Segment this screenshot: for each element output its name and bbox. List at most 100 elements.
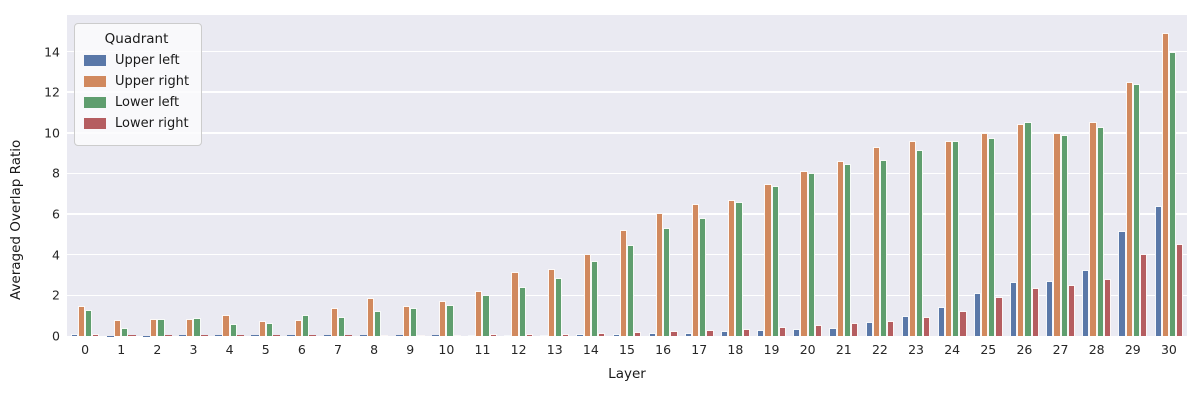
bar-upper-left-layer-6: [287, 335, 295, 336]
bar-upper-left-layer-4: [215, 335, 223, 336]
legend-entry-lower-left: Lower left: [84, 95, 189, 110]
legend-entry-upper-right: Upper right: [84, 74, 189, 89]
bar-upper-right-layer-19: [764, 183, 772, 336]
bar-lower-left-layer-21: [843, 164, 851, 336]
bar-upper-right-layer-13: [547, 268, 555, 336]
bar-upper-right-layer-29: [1125, 82, 1133, 336]
bar-lower-right-layer-10: [453, 334, 461, 336]
bar-lower-right-layer-15: [634, 331, 642, 336]
bar-upper-right-layer-0: [77, 305, 86, 336]
bar-lower-right-layer-4: [236, 335, 244, 336]
bar-lower-left-layer-24: [952, 140, 960, 336]
bar-lower-left-layer-25: [988, 137, 996, 336]
bar-lower-left-layer-14: [590, 260, 599, 336]
bar-group-layer-7: [320, 15, 356, 336]
bar-group-layer-13: [537, 15, 573, 336]
bar-lower-left-layer-20: [807, 173, 815, 336]
bar-lower-right-layer-19: [778, 326, 786, 336]
bar-lower-right-layer-1: [128, 335, 136, 336]
bar-lower-right-layer-26: [1031, 288, 1039, 336]
plot-area: Quadrant Upper left Upper right Lower le…: [67, 15, 1187, 336]
bar-upper-left-layer-16: [648, 333, 656, 336]
bar-upper-right-layer-23: [908, 140, 917, 336]
x-tick-label-21: 21: [835, 342, 852, 357]
bar-upper-left-layer-8: [359, 335, 367, 336]
bar-group-layer-1: [103, 15, 139, 336]
bar-lower-right-layer-28: [1103, 279, 1112, 336]
bar-lower-left-layer-3: [193, 317, 201, 336]
bar-group-layer-11: [464, 15, 500, 336]
bar-upper-left-layer-22: [865, 321, 873, 336]
bar-lower-left-layer-7: [337, 316, 346, 336]
bar-group-layer-30: [1151, 15, 1187, 336]
bar-group-layer-12: [501, 15, 537, 336]
bar-lower-right-layer-8: [381, 334, 389, 336]
bar-upper-right-layer-1: [114, 319, 122, 336]
bar-upper-left-layer-18: [721, 330, 729, 336]
bar-lower-left-layer-9: [410, 307, 418, 336]
bar-upper-right-layer-3: [186, 318, 194, 336]
x-tick-label-2: 2: [153, 342, 162, 357]
bar-upper-left-layer-7: [323, 335, 331, 336]
x-tick-label-27: 27: [1052, 342, 1069, 357]
bar-lower-left-layer-2: [157, 318, 165, 336]
x-tick-label-10: 10: [438, 342, 455, 357]
bar-lower-left-layer-18: [735, 201, 743, 336]
bar-group-layer-18: [717, 15, 753, 336]
legend-entry-lower-right: Lower right: [84, 116, 189, 131]
bar-group-layer-19: [753, 15, 789, 336]
bar-upper-right-layer-18: [728, 199, 736, 336]
bar-group-layer-21: [826, 15, 862, 336]
x-tick-label-17: 17: [691, 342, 708, 357]
x-tick-label-5: 5: [261, 342, 270, 357]
x-tick-label-0: 0: [81, 342, 90, 357]
bar-lower-right-layer-12: [525, 334, 533, 336]
x-axis-label: Layer: [608, 366, 646, 382]
bar-lower-right-layer-11: [489, 334, 497, 336]
bar-group-layer-9: [392, 15, 428, 336]
bar-upper-right-layer-14: [583, 253, 591, 336]
x-tick-label-15: 15: [619, 342, 635, 357]
bar-upper-left-layer-5: [251, 335, 259, 336]
bar-upper-left-layer-17: [684, 332, 693, 336]
bar-group-layer-6: [284, 15, 320, 336]
bar-upper-right-layer-7: [330, 307, 338, 336]
legend-label: Upper left: [115, 53, 180, 68]
lower-right-swatch-icon: [84, 118, 106, 129]
bar-lower-right-layer-7: [345, 334, 353, 336]
bar-upper-left-layer-26: [1010, 282, 1018, 336]
x-tick-label-25: 25: [980, 342, 997, 357]
bar-lower-left-layer-1: [121, 327, 129, 336]
bar-upper-left-layer-10: [431, 334, 440, 336]
bar-lower-right-layer-24: [959, 310, 967, 336]
y-tick-label-0: 0: [52, 328, 60, 344]
bar-lower-left-layer-15: [626, 244, 635, 336]
x-tick-label-8: 8: [370, 342, 379, 357]
bar-lower-left-layer-8: [374, 310, 382, 336]
legend: Quadrant Upper left Upper right Lower le…: [74, 23, 203, 146]
bar-upper-left-layer-13: [540, 334, 548, 336]
bar-lower-left-layer-11: [482, 295, 490, 336]
x-tick-label-13: 13: [546, 342, 563, 357]
bar-group-layer-5: [248, 15, 284, 336]
bar-lower-right-layer-3: [200, 335, 208, 336]
bar-upper-right-layer-10: [439, 301, 447, 336]
bar-group-layer-15: [609, 15, 645, 336]
x-tick-label-14: 14: [582, 342, 599, 357]
bar-upper-right-layer-27: [1053, 132, 1061, 336]
bar-upper-right-layer-8: [366, 298, 375, 336]
bar-lower-left-layer-12: [518, 287, 526, 336]
legend-label: Lower right: [115, 116, 189, 131]
bar-upper-right-layer-6: [294, 319, 302, 336]
bar-lower-left-layer-30: [1168, 51, 1177, 336]
bar-upper-left-layer-20: [793, 328, 801, 336]
bar-lower-right-layer-18: [742, 328, 750, 336]
bar-group-layer-20: [790, 15, 826, 336]
bar-upper-right-layer-16: [655, 213, 664, 336]
bar-lower-left-layer-28: [1096, 126, 1104, 336]
x-tick-label-28: 28: [1088, 342, 1105, 357]
bar-group-layer-10: [428, 15, 464, 336]
bar-upper-right-layer-4: [222, 314, 230, 336]
bar-lower-right-layer-21: [850, 323, 859, 336]
